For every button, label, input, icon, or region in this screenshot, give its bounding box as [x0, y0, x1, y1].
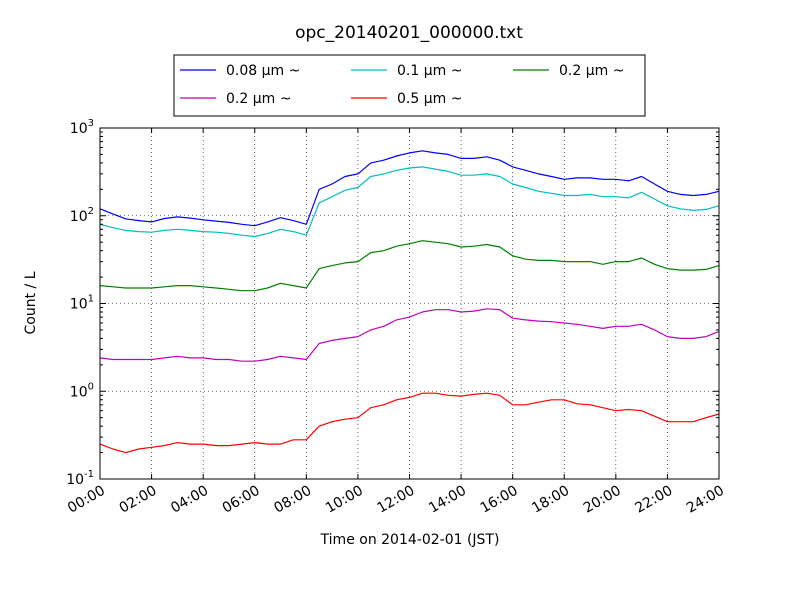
y-tick-label: 103 [70, 118, 94, 137]
grid [100, 128, 719, 479]
series-line-0 [99, 150, 720, 227]
plot-lines [99, 150, 720, 454]
y-tick-label: 102 [70, 206, 94, 225]
chart-title: opc_20140201_000000.txt [295, 23, 523, 43]
y-tick-label: 100 [70, 381, 94, 400]
legend-entry-4: 0.5 μm ~ [397, 91, 462, 107]
legend-box [173, 54, 646, 117]
y-tick-labels: 10-1 100 101 102 103 [66, 118, 94, 488]
series-line-2 [99, 240, 720, 292]
series-line-1 [99, 166, 720, 238]
y-tick-label: 101 [70, 294, 94, 313]
legend-entry-1: 0.1 μm ~ [397, 63, 462, 79]
legend: 0.08 μm ~ 0.1 μm ~ 0.2 μm ~ 0.2 μm ~ 0.5 μm … [173, 54, 646, 117]
ticks [99, 127, 720, 480]
series-line-3 [99, 308, 720, 362]
x-axis-label: Time on 2014-02-01 (JST) [320, 532, 500, 548]
y-tick-label: 10-1 [66, 469, 94, 488]
y-axis-label: Count / L [23, 271, 39, 334]
series-line-4 [99, 392, 720, 454]
legend-entry-0: 0.08 μm ~ [226, 63, 300, 79]
legend-entry-2: 0.2 μm ~ [559, 63, 624, 79]
legend-entry-3: 0.2 μm ~ [226, 91, 291, 107]
